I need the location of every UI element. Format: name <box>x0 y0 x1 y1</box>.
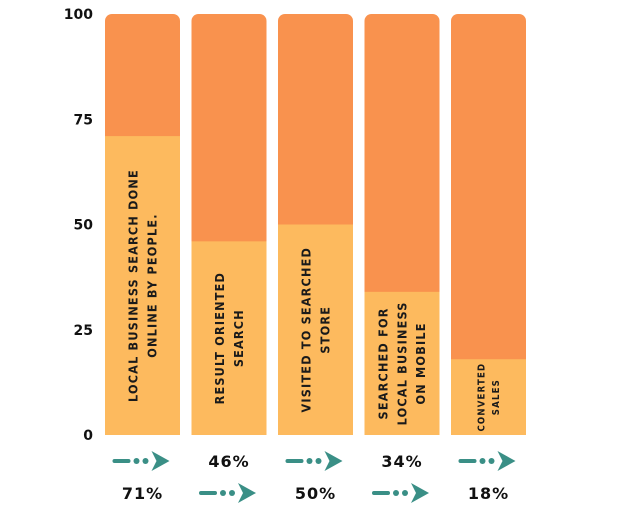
bar-value-5 <box>451 359 526 435</box>
value-label-2: 46% <box>208 452 249 471</box>
dotted-arrow-icon <box>199 483 256 503</box>
bar-category-label-1: LOCAL BUSINESS SEARCH DONE ONLINE BY PEOP… <box>126 169 160 402</box>
value-label-3: 50% <box>295 484 336 503</box>
bar-background-5 <box>451 14 526 435</box>
bar-category-label-4: SEARCHED FOR LOCAL BUSINESS ON MOBILE <box>376 302 429 426</box>
bar-4 <box>364 14 440 435</box>
y-tick-label-100: 100 <box>64 7 93 23</box>
bar-1 <box>105 14 180 435</box>
value-footer: 71% 46% 50% 34% 18% <box>112 451 516 503</box>
bar-value-1 <box>105 136 180 435</box>
bar-category-label-5: CONVERTED SALES <box>477 363 502 432</box>
dotted-arrow-icon <box>112 451 170 471</box>
bars <box>105 14 526 435</box>
value-label-5: 18% <box>468 484 509 503</box>
value-label-1: 71% <box>122 484 163 503</box>
bar-value-2 <box>191 241 267 435</box>
bar-2 <box>191 14 267 435</box>
dotted-arrow-icon <box>458 451 516 471</box>
bar-3 <box>278 14 353 435</box>
dotted-arrow-icon <box>372 483 429 503</box>
y-axis: 0 25 50 75 100 <box>64 7 93 444</box>
y-tick-label-50: 50 <box>74 218 94 234</box>
bar-value-4 <box>364 291 440 435</box>
bar-value-3 <box>278 224 353 435</box>
bar-category-label-3: VISITED TO SEARCHED STORE <box>299 247 333 413</box>
y-tick-label-75: 75 <box>74 112 93 128</box>
dotted-arrow-icon <box>285 451 343 471</box>
bar-labels: LOCAL BUSINESS SEARCH DONE ONLINE BY PEOP… <box>126 169 502 431</box>
bar-5 <box>451 14 526 435</box>
bar-category-label-2: RESULT ORIENTED SEARCH <box>212 272 246 404</box>
y-tick-label-0: 0 <box>83 428 93 444</box>
value-label-4: 34% <box>381 452 422 471</box>
y-tick-label-25: 25 <box>74 323 93 339</box>
